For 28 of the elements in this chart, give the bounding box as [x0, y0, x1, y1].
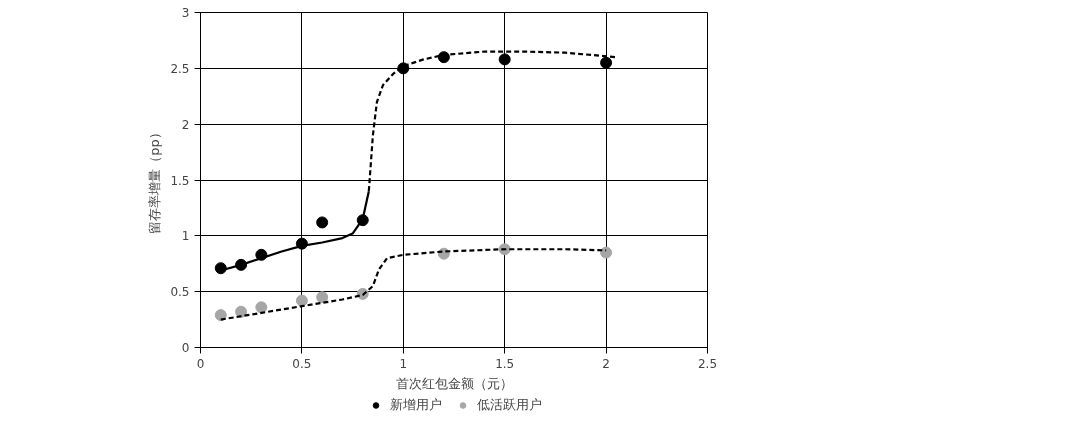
- x-tick-label: 1: [399, 356, 408, 371]
- point: [214, 262, 227, 275]
- point: [437, 51, 450, 64]
- y-tick-label: 2.5: [170, 61, 190, 76]
- point: [316, 291, 329, 304]
- point: [498, 53, 511, 66]
- y-tick-label: 1: [181, 229, 190, 244]
- x-tick-label: 1.5: [495, 356, 515, 371]
- x-tick-label: 0: [196, 356, 205, 371]
- point: [235, 305, 248, 318]
- y-tick-label: 0: [181, 341, 190, 355]
- y-tick-label: 1.5: [170, 173, 190, 188]
- y-tick-label: 2: [181, 117, 190, 132]
- point: [214, 309, 227, 322]
- legend-label: 低活跃用户: [477, 396, 542, 414]
- point: [255, 301, 268, 314]
- y-axis-title: 留存率增量（pp）: [147, 126, 163, 234]
- x-tick-label: 0.5: [292, 356, 312, 371]
- y-tick-label: 0.5: [170, 285, 190, 300]
- legend-label: 新增用户: [390, 396, 442, 414]
- x-tick-label: 2.5: [697, 356, 718, 371]
- point: [600, 246, 613, 259]
- x-tick-label: 2: [602, 356, 610, 371]
- y-tick-label: 3: [181, 6, 190, 20]
- point: [295, 294, 308, 307]
- x-axis-title: 首次红包金额（元）: [395, 375, 513, 391]
- point: [316, 216, 329, 229]
- point: [600, 56, 613, 69]
